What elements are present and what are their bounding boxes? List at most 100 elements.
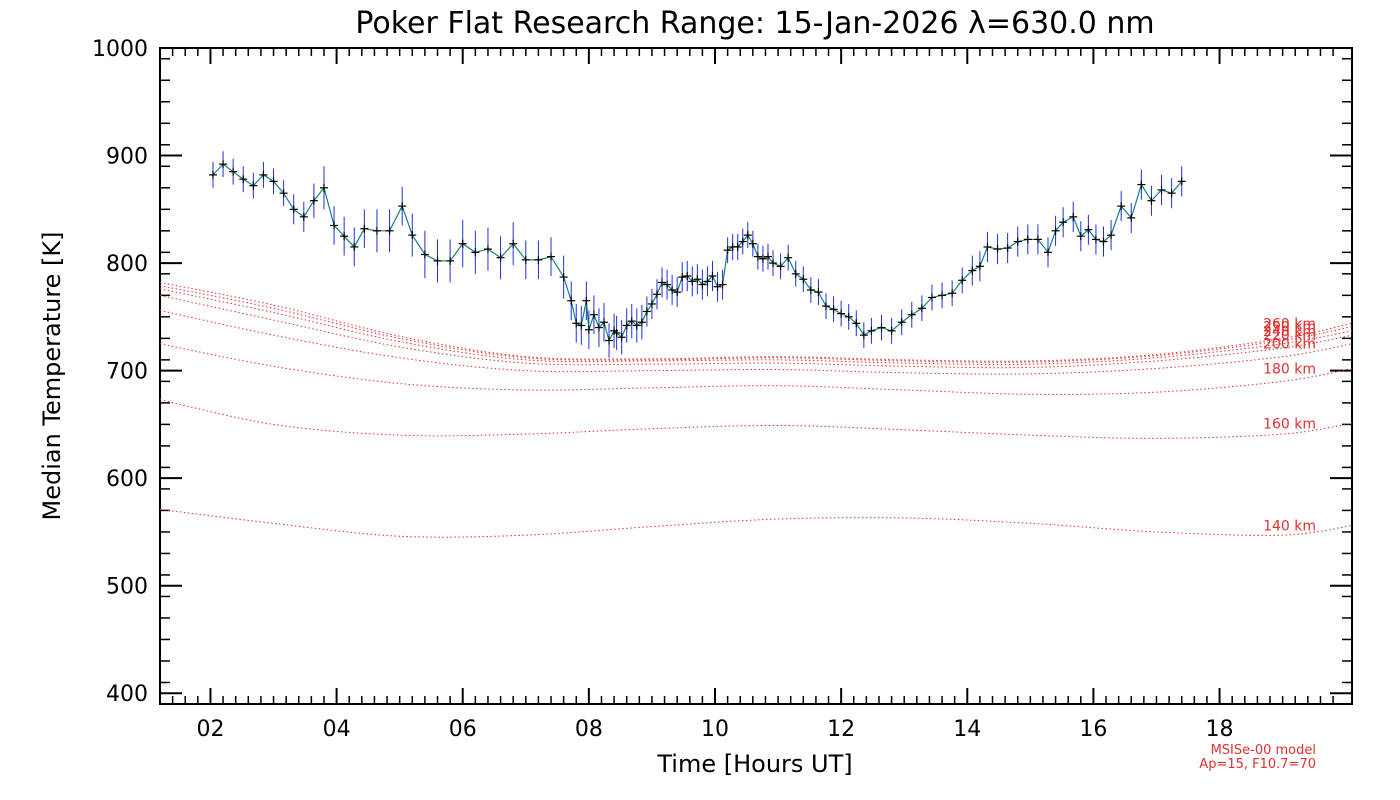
data-point <box>622 321 631 330</box>
data-point <box>897 318 906 327</box>
data-point <box>814 288 823 297</box>
data-point <box>907 310 916 319</box>
data-point <box>743 231 752 240</box>
data-point <box>521 255 530 264</box>
data-point <box>927 293 936 302</box>
data-point <box>683 271 692 280</box>
data-point <box>534 255 543 264</box>
data-point <box>791 269 800 278</box>
data-point <box>738 237 747 246</box>
data-point <box>330 221 339 230</box>
data-point <box>559 273 568 282</box>
data-point <box>703 277 712 286</box>
model-curve-label: 200 km <box>1263 337 1316 353</box>
data-point <box>433 256 442 265</box>
data-point <box>617 333 626 342</box>
data-point <box>239 175 248 184</box>
data-point <box>567 296 576 305</box>
plot-frame <box>159 47 1353 705</box>
data-point <box>698 280 707 289</box>
model-curve-160-km <box>159 399 1353 439</box>
data-point <box>1127 213 1136 222</box>
data-point <box>589 310 598 319</box>
model-curve-label: 160 km <box>1263 416 1316 432</box>
data-point <box>652 290 661 299</box>
data-point <box>708 271 717 280</box>
y-axis-label: Median Temperature [K] <box>38 231 66 520</box>
data-point <box>877 323 886 332</box>
data-point <box>1147 196 1156 205</box>
data-point <box>663 280 672 289</box>
data-point <box>758 254 767 263</box>
data-point <box>668 285 677 294</box>
data-point <box>299 212 308 221</box>
data-point <box>572 319 581 328</box>
data-point <box>983 242 992 251</box>
data-point <box>975 262 984 271</box>
x-tick-label: 08 <box>575 717 603 742</box>
data-point <box>319 183 328 192</box>
data-point <box>723 246 732 255</box>
data-point <box>637 318 646 327</box>
chart-title: Poker Flat Research Range: 15-Jan-2026 λ… <box>355 6 1154 41</box>
data-point <box>829 305 838 314</box>
model-curve-label: 140 km <box>1263 518 1316 534</box>
x-tick-label: 14 <box>953 717 981 742</box>
data-point <box>784 253 793 262</box>
data-point <box>249 181 258 190</box>
model-note-line1: MSISe-00 model <box>1211 743 1316 758</box>
data-point <box>584 325 593 334</box>
x-tick-label: 04 <box>323 717 351 742</box>
y-tick-label: 600 <box>106 467 148 492</box>
x-axis-label: Time [Hours UT] <box>656 750 852 778</box>
data-point <box>340 232 349 241</box>
y-tick-label: 700 <box>106 360 148 385</box>
data-point <box>1107 231 1116 240</box>
data-point <box>1167 189 1176 198</box>
data-point <box>259 170 268 179</box>
measured-line <box>212 163 1183 343</box>
data-point <box>1044 248 1053 257</box>
data-point <box>1023 235 1032 244</box>
data-point <box>1117 202 1126 211</box>
y-tick-label: 400 <box>106 682 148 707</box>
data-point <box>806 285 815 294</box>
data-point <box>776 262 785 271</box>
data-point <box>1069 212 1078 221</box>
data-point <box>509 239 518 248</box>
data-point <box>852 319 861 328</box>
y-tick-label: 900 <box>106 145 148 170</box>
model-curve-220-km <box>159 294 1353 369</box>
axes: 02 04 06 08 10 12 14 16 18 400 500 600 700 800 900 1000 <box>92 37 1353 742</box>
data-point <box>446 256 455 265</box>
data-point <box>673 288 682 297</box>
data-point <box>600 318 609 327</box>
data-point <box>289 205 298 214</box>
model-curve-label: 260 km <box>1263 316 1316 332</box>
y-tick-label: 500 <box>106 575 148 600</box>
data-point <box>769 259 778 268</box>
data-point <box>208 170 217 179</box>
data-point <box>496 253 505 262</box>
data-point <box>753 252 762 261</box>
model-curve-label: 240 km <box>1263 324 1316 340</box>
data-point <box>733 242 742 251</box>
data-point <box>917 304 926 313</box>
data-point <box>887 326 896 335</box>
data-point <box>678 273 687 282</box>
data-point <box>547 252 556 261</box>
measured-temperature-series <box>208 151 1186 358</box>
model-curve-260-km <box>159 281 1353 362</box>
model-curve-200-km <box>159 309 1353 375</box>
data-point <box>350 242 359 251</box>
data-point <box>718 280 727 289</box>
model-curve-250-km <box>159 285 1353 363</box>
y-tick-label: 1000 <box>92 37 148 62</box>
data-point <box>837 309 846 318</box>
data-point <box>1076 232 1085 241</box>
data-point <box>1091 235 1100 244</box>
x-tick-label: 18 <box>1206 717 1234 742</box>
data-point <box>822 302 831 311</box>
model-curve-240-km <box>159 288 1353 365</box>
